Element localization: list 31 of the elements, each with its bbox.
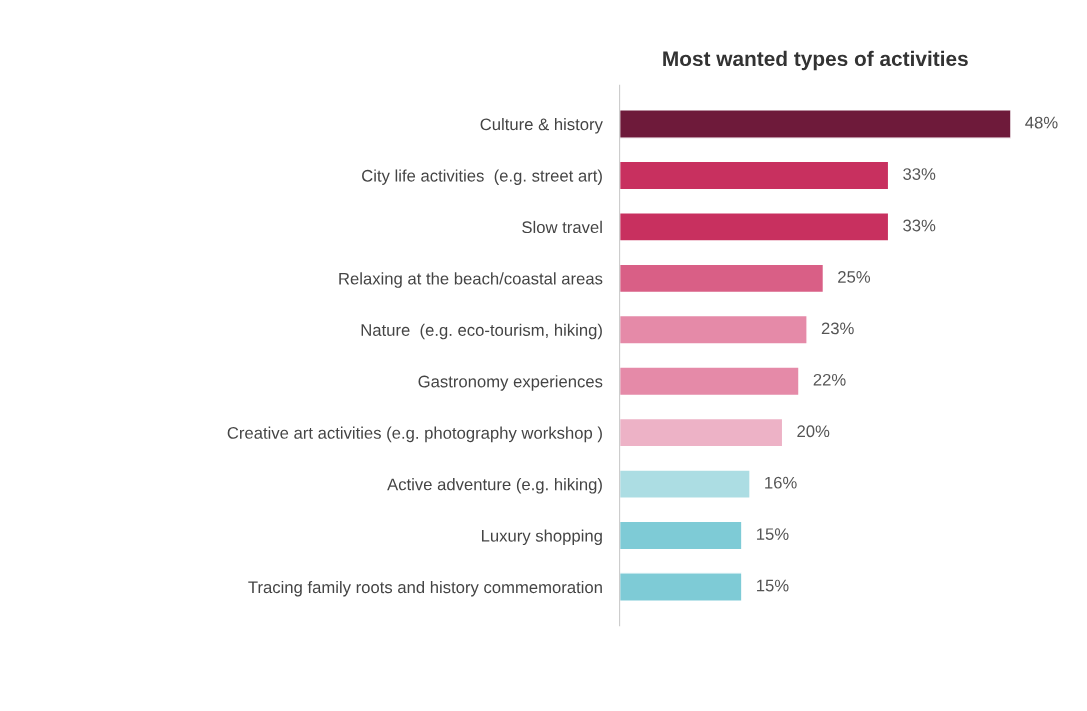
bar xyxy=(619,109,1011,139)
chart-title: Most wanted types of activities xyxy=(663,50,968,71)
bar xyxy=(619,520,743,551)
bar xyxy=(619,160,890,191)
bar xyxy=(619,417,784,448)
data-label: 20% xyxy=(797,425,830,438)
bar xyxy=(619,469,751,499)
y-tick-label: Gastronomy experiences xyxy=(418,375,603,391)
y-tick-label: City life activities (e.g. street art) xyxy=(362,169,602,185)
y-tick-label: Creative art activities (e.g. photography workshop ) xyxy=(227,426,602,443)
data-label: 25% xyxy=(838,271,871,283)
data-label: 23% xyxy=(821,322,854,335)
data-label: 22% xyxy=(813,373,846,386)
data-label: 48% xyxy=(1025,116,1058,129)
data-label: 15% xyxy=(757,528,789,541)
bar xyxy=(619,314,808,345)
data-label: 33% xyxy=(903,219,936,232)
bar xyxy=(619,263,825,294)
y-tick-label: Relaxing at the beach/coastal areas xyxy=(339,272,603,288)
bar xyxy=(619,366,800,397)
y-tick-label: Culture & history xyxy=(480,117,603,134)
bar xyxy=(619,212,890,242)
bar xyxy=(619,572,743,602)
y-tick-label: Nature (e.g. eco-tourism, hiking) xyxy=(361,323,602,340)
y-tick-label: Luxury shopping xyxy=(481,529,602,546)
data-label: 15% xyxy=(757,579,789,592)
data-label: 16% xyxy=(765,476,797,489)
y-tick-label: Slow travel xyxy=(522,220,602,234)
y-tick-label: Tracing family roots and history commemoration xyxy=(248,580,602,597)
y-tick-label: Active adventure (e.g. hiking) xyxy=(387,478,602,494)
data-label: 33% xyxy=(903,168,936,180)
